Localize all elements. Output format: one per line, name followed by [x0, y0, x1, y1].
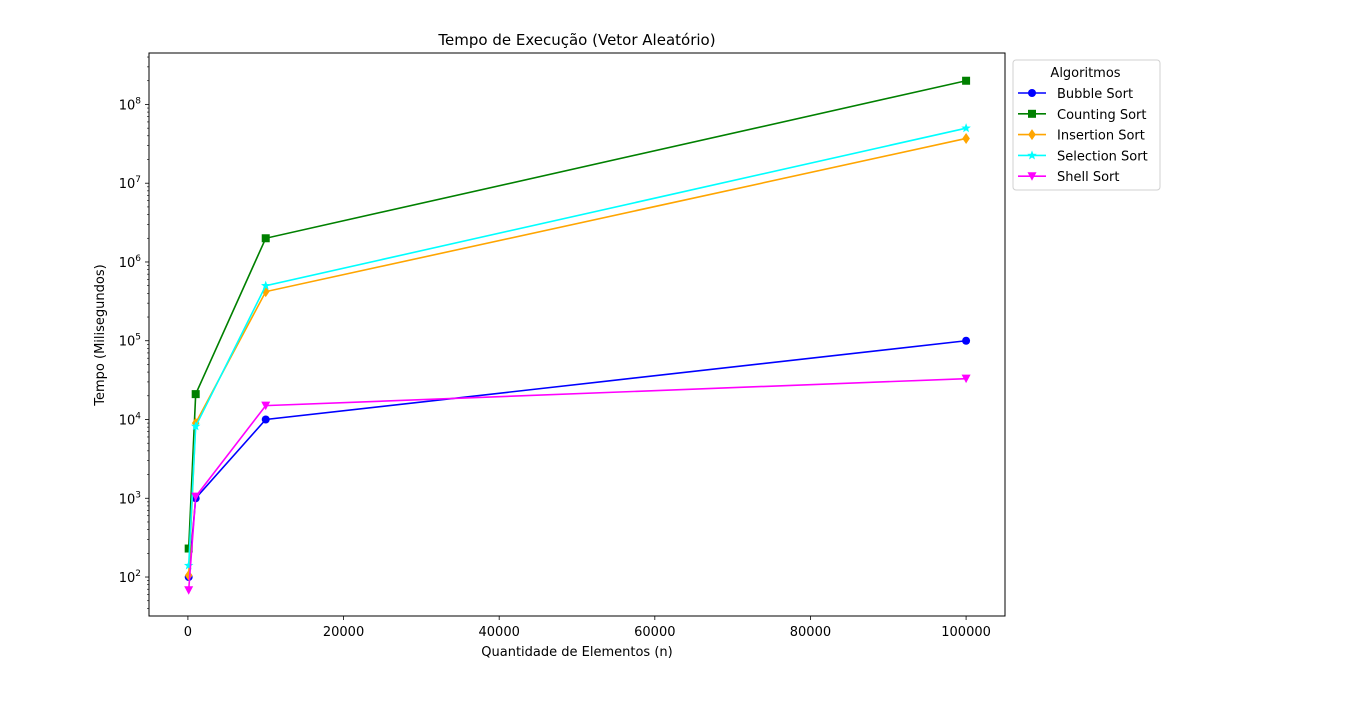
- legend-label: Selection Sort: [1057, 149, 1148, 164]
- legend-label: Insertion Sort: [1057, 129, 1145, 144]
- legend-label: Shell Sort: [1057, 170, 1120, 185]
- data-point: [261, 401, 271, 411]
- legend-item: Bubble Sort: [1018, 87, 1133, 102]
- data-point: [190, 421, 201, 431]
- series-bubble-sort: [184, 336, 971, 582]
- data-point: [961, 374, 971, 384]
- legend-label: Counting Sort: [1057, 108, 1147, 123]
- legend-marker: [1027, 150, 1037, 160]
- legend-item: Selection Sort: [1018, 149, 1148, 164]
- x-tick-label: 80000: [790, 625, 831, 640]
- y-tick-label: 102: [119, 569, 141, 586]
- legend: Algoritmos Bubble Sort Counting Sort Insert…: [1012, 59, 1161, 191]
- legend-item: Counting Sort: [1018, 108, 1147, 123]
- y-tick-label: 107: [119, 175, 141, 192]
- data-point: [962, 132, 970, 144]
- axes-frame: [148, 52, 1006, 617]
- legend-item: Shell Sort: [1018, 170, 1120, 185]
- data-point: [184, 586, 194, 595]
- legend-marker: [1027, 172, 1037, 181]
- legend-title: Algoritmos: [1050, 66, 1120, 81]
- series-line: [187, 339, 967, 578]
- y-axis: 102 103 104 105 106 107 108: [119, 96, 149, 586]
- x-tick-label: 0: [184, 625, 192, 640]
- y-tick-label: 105: [119, 333, 141, 350]
- series-line: [187, 377, 967, 591]
- x-tick-label: 60000: [634, 625, 675, 640]
- series-selection-sort: [183, 123, 971, 570]
- legend-marker: [1028, 89, 1036, 97]
- series-counting-sort: [184, 76, 971, 553]
- data-point: [962, 336, 971, 345]
- x-tick-label: 100000: [941, 625, 991, 640]
- data-point: [184, 569, 193, 581]
- data-point: [191, 492, 201, 502]
- y-tick-label: 104: [119, 411, 142, 428]
- data-point: [962, 76, 971, 85]
- series-insertion-sort: [184, 132, 970, 581]
- legend-marker: [1028, 129, 1036, 141]
- x-tick-label: 20000: [323, 625, 364, 640]
- data-point: [260, 280, 271, 290]
- chart-title: Tempo de Execução (Vetor Aleatório): [437, 31, 715, 49]
- plot-area: 0 20000 40000 60000 80000 1000001021031041051…: [119, 52, 1006, 640]
- data-point: [961, 123, 971, 133]
- series-line: [187, 79, 967, 549]
- y-tick-label: 103: [119, 490, 141, 507]
- data-point: [184, 544, 193, 553]
- legend-marker: [1028, 109, 1036, 118]
- legend-item: Insertion Sort: [1018, 129, 1145, 144]
- legend-label: Bubble Sort: [1057, 87, 1133, 102]
- data-point: [191, 390, 200, 399]
- y-axis-label: Tempo (Milisegundos): [93, 264, 108, 406]
- x-axis: 0 20000 40000 60000 80000 100000: [184, 616, 991, 640]
- x-tick-label: 40000: [479, 625, 520, 640]
- series-line: [187, 127, 967, 566]
- y-tick-label: 106: [119, 254, 142, 271]
- series-shell-sort: [184, 374, 971, 595]
- data-point: [261, 415, 270, 424]
- data-point: [183, 560, 194, 570]
- data-point: [261, 234, 270, 243]
- legend-box: [1012, 59, 1161, 191]
- series-line: [187, 137, 967, 576]
- y-tick-label: 108: [119, 96, 142, 113]
- x-axis-label: Quantidade de Elementos (n): [481, 645, 672, 660]
